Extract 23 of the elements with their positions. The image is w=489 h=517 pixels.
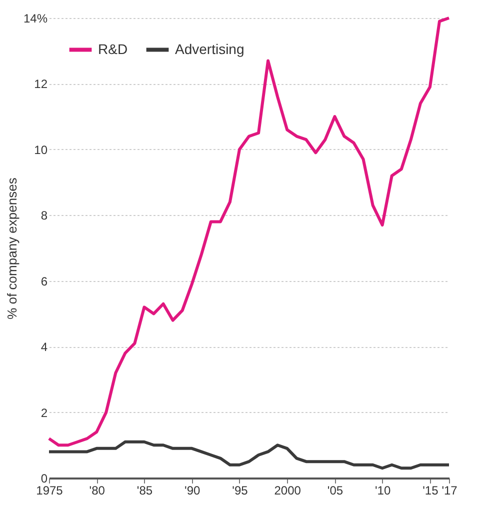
x-tick-label: '90 [184, 484, 200, 498]
x-tick-label: 1975 [36, 484, 64, 498]
y-tick-label: 14% [23, 12, 48, 26]
x-tick-label: '17 [442, 484, 458, 498]
y-tick-label: 12 [34, 77, 48, 92]
x-tick-label: 2000 [274, 484, 302, 498]
x-tick-label: '85 [136, 484, 153, 498]
y-tick-label: 2 [40, 406, 48, 420]
x-tick-label: '15 [422, 484, 439, 498]
x-tick-label: '05 [327, 484, 344, 498]
y-tick-label: 0 [40, 472, 48, 486]
y-tick-label: 4 [40, 340, 48, 354]
x-tick-label: '10 [375, 484, 391, 498]
x-tick-label: '95 [232, 484, 248, 498]
line-series [48, 16, 450, 447]
y-tick-label: 10 [34, 142, 48, 157]
y-tick-label: 8 [40, 208, 48, 223]
line-series [48, 440, 450, 470]
legend-label: R&D [98, 40, 128, 57]
y-axis-title: % of company expenses [4, 177, 20, 320]
x-tick-label: '80 [89, 484, 106, 498]
legend-label: Advertising [175, 40, 244, 57]
y-tick-label: 6 [40, 274, 48, 288]
